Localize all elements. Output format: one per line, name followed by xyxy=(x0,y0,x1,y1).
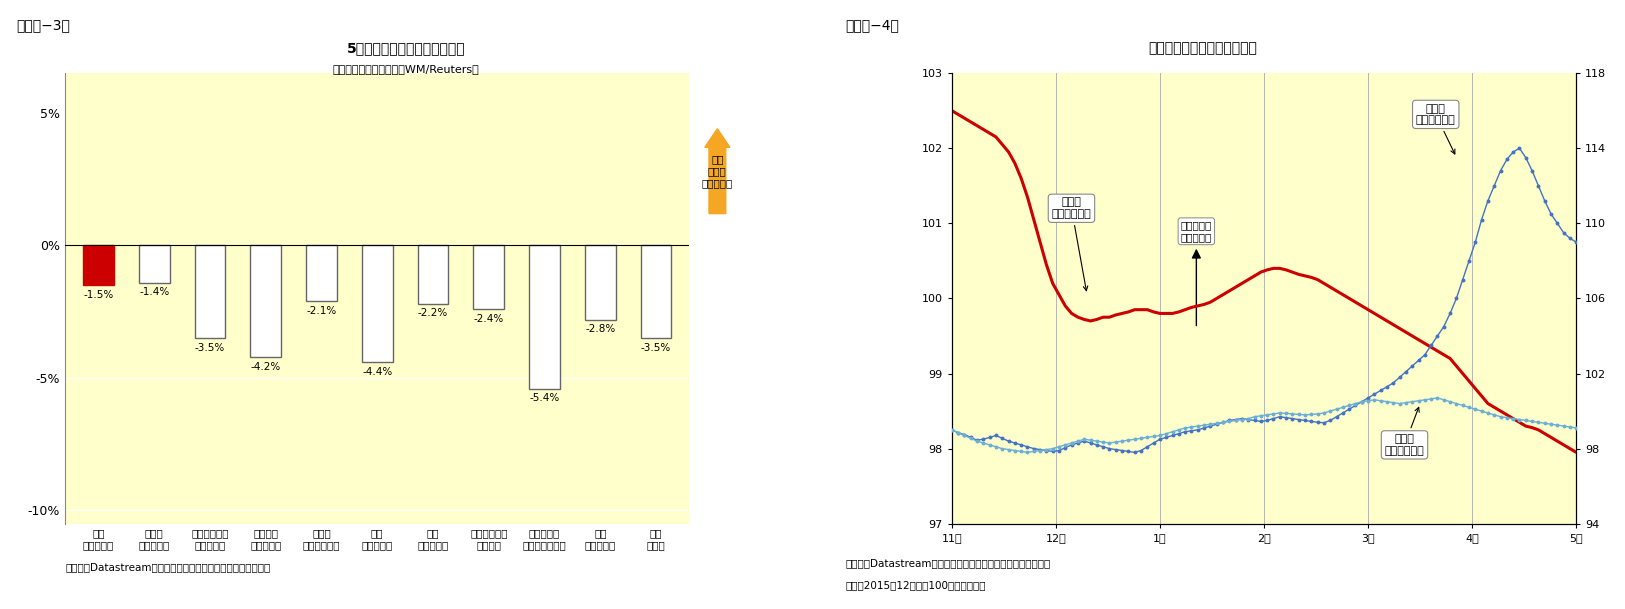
Text: 5月の主要新興国通貨の変化率: 5月の主要新興国通貨の変化率 xyxy=(348,41,466,55)
Bar xyxy=(83,245,114,285)
Text: 人民元と他通貨（対米ドル）: 人民元と他通貨（対米ドル） xyxy=(1147,41,1258,55)
Text: -3.5%: -3.5% xyxy=(640,343,671,353)
Bar xyxy=(195,245,226,338)
Bar xyxy=(640,245,671,338)
Text: 自国通貨高
（ドル安）: 自国通貨高 （ドル安） xyxy=(1181,220,1212,242)
Text: -3.5%: -3.5% xyxy=(195,343,226,353)
Text: -4.2%: -4.2% xyxy=(250,362,281,371)
Text: 日本円
（右目盛り）: 日本円 （右目盛り） xyxy=(1415,104,1456,154)
Text: -2.8%: -2.8% xyxy=(585,325,616,334)
Text: ユーロ
（右目盛り）: ユーロ （右目盛り） xyxy=(1384,407,1425,456)
Bar xyxy=(362,245,393,362)
Text: 自国
通貨高
（ドル安）: 自国 通貨高 （ドル安） xyxy=(702,155,733,188)
Text: 人民元
（左目盛り）: 人民元 （左目盛り） xyxy=(1051,197,1092,290)
FancyArrow shape xyxy=(705,128,730,214)
Bar xyxy=(473,245,504,309)
Bar xyxy=(585,245,616,320)
Text: -2.2%: -2.2% xyxy=(418,309,448,319)
Bar xyxy=(138,245,169,283)
Text: -1.5%: -1.5% xyxy=(83,290,114,300)
Bar xyxy=(418,245,448,304)
Text: （資料）Datastreamのデータを元にニッセイ基礎研究所で作成: （資料）Datastreamのデータを元にニッセイ基礎研究所で作成 xyxy=(65,563,270,572)
Text: -2.1%: -2.1% xyxy=(307,306,336,316)
Text: （対米ドル、前月末比、WM/Reuters）: （対米ドル、前月末比、WM/Reuters） xyxy=(333,64,479,74)
Bar xyxy=(530,245,561,389)
Text: -4.4%: -4.4% xyxy=(362,367,392,377)
Text: （図表−4）: （図表−4） xyxy=(845,18,899,32)
Text: -5.4%: -5.4% xyxy=(530,393,559,403)
Bar xyxy=(306,245,336,301)
Text: （資料）Datastreamのデータを元にニッセイ基礎研究所で作成: （資料）Datastreamのデータを元にニッセイ基礎研究所で作成 xyxy=(845,558,1050,568)
Text: -2.4%: -2.4% xyxy=(473,314,504,324)
Text: -1.4%: -1.4% xyxy=(140,287,169,297)
Bar xyxy=(250,245,281,357)
Text: （図表−3）: （図表−3） xyxy=(16,18,70,32)
Text: （注）2015年12月末＝100として指数化: （注）2015年12月末＝100として指数化 xyxy=(845,580,985,590)
